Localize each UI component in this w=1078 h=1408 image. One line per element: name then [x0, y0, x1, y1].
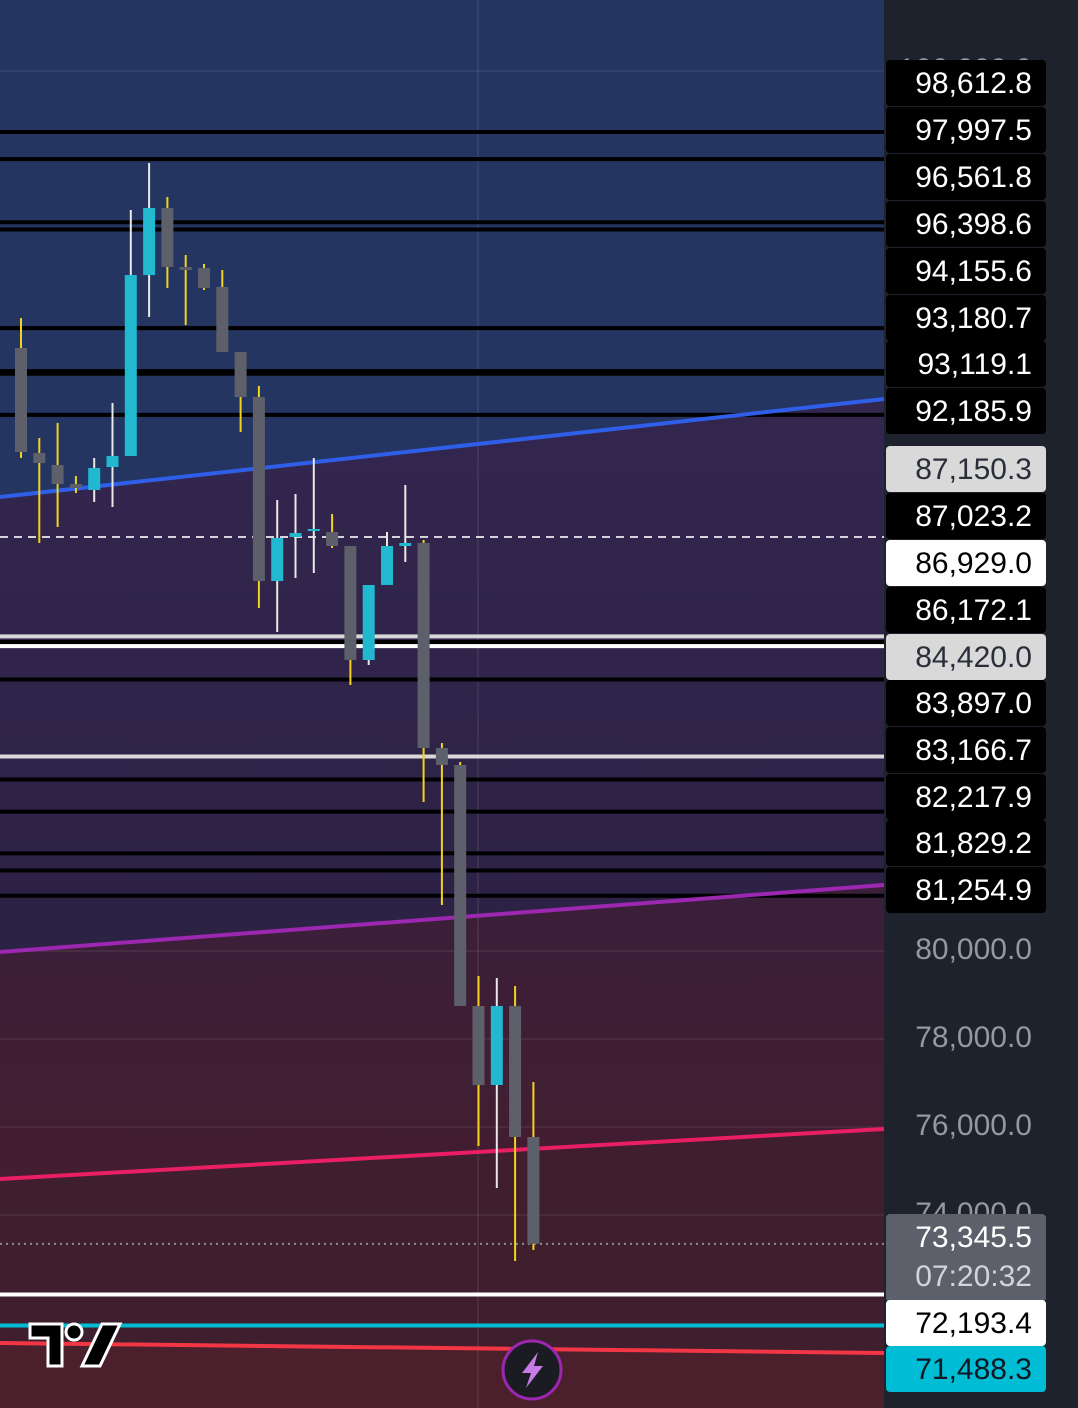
candle-body [454, 764, 467, 1007]
logo-shape [79, 1322, 123, 1368]
candle-body [252, 397, 265, 582]
trend-lines [0, 397, 885, 1355]
price-tag-label: 72,193.4 [915, 1307, 1032, 1340]
price-tag-label: 84,420.0 [915, 641, 1032, 674]
candle-body [271, 537, 284, 582]
candle-body [15, 347, 27, 453]
price-tag-label: 86,929.0 [915, 547, 1032, 580]
candle-body [527, 1137, 540, 1244]
lightning-button[interactable] [501, 1339, 563, 1401]
candle-body [216, 287, 229, 352]
candle-body [344, 545, 357, 660]
price-tag-label: 81,254.9 [915, 874, 1032, 907]
price-tag-label: 94,155.6 [915, 255, 1032, 288]
price-tag [886, 1300, 1046, 1346]
price-tag [886, 727, 1046, 773]
candle-body [490, 1006, 503, 1085]
price-tag-label: 96,398.6 [915, 208, 1032, 241]
price-tag-label: 87,150.3 [915, 453, 1032, 486]
logo [28, 1322, 123, 1368]
price-tag-label: 73,345.5 [915, 1221, 1032, 1254]
price-tag [886, 867, 1046, 913]
countdown: 07:20:32 [915, 1260, 1032, 1293]
candle-body [472, 1006, 485, 1085]
trend-line [0, 883, 885, 954]
price-tag-label: 92,185.9 [915, 395, 1032, 428]
candle-body [289, 533, 302, 538]
price-tag-label: 71,488.3 [915, 1353, 1032, 1386]
price-tag-label: 86,172.1 [915, 594, 1032, 627]
price-tag-label: 97,997.5 [915, 114, 1032, 147]
price-tag-label: 87,023.2 [915, 500, 1032, 533]
trend-line [0, 397, 885, 499]
price-tag [886, 774, 1046, 820]
candle-body [51, 464, 64, 484]
price-tag [886, 587, 1046, 633]
logo-shape [64, 1322, 84, 1342]
candle-body [124, 275, 137, 457]
candle-body [69, 484, 82, 489]
zone-bottom [0, 1343, 884, 1408]
price-tag [886, 201, 1046, 247]
price-tag-label: 83,166.7 [915, 734, 1032, 767]
candle-body [362, 584, 375, 660]
price-tag [886, 295, 1046, 341]
candle-body [106, 456, 119, 468]
logo-shape [28, 1322, 64, 1368]
candle-body [435, 748, 448, 765]
candle-body [381, 545, 393, 585]
candle-body [198, 268, 210, 288]
y-tick-label: 76,000.0 [915, 1109, 1032, 1142]
candle-body [509, 1006, 522, 1138]
candle-body [179, 266, 192, 270]
price-tag-label: 82,217.9 [915, 781, 1032, 814]
button-icon[interactable] [522, 1352, 543, 1388]
price-tag [886, 388, 1046, 434]
price-tag [886, 820, 1046, 866]
zone-low [0, 885, 884, 1179]
price-tag [886, 341, 1046, 387]
price-tag-label: 93,119.1 [917, 348, 1032, 381]
price-tag [886, 248, 1046, 294]
price-tag-label: 81,829.2 [915, 827, 1032, 860]
price-tag [886, 60, 1046, 106]
price-tag-label: 96,561.8 [915, 161, 1032, 194]
candle-body [417, 543, 430, 748]
candle-body [161, 207, 174, 267]
price-tag [886, 154, 1046, 200]
y-tick-label: 80,000.0 [915, 933, 1032, 966]
trend-line [0, 1341, 885, 1355]
y-tick-label: 78,000.0 [915, 1021, 1032, 1054]
price-tag [886, 1346, 1046, 1392]
candle-body [33, 452, 46, 464]
price-tag [886, 634, 1046, 680]
candle-body [307, 529, 320, 532]
price-tag [886, 446, 1046, 492]
price-tag [886, 1214, 1046, 1302]
price-tag [886, 680, 1046, 726]
candles [15, 163, 540, 1261]
grid [0, 70, 884, 1217]
price-tag [886, 493, 1046, 539]
zone-lower [0, 1129, 884, 1353]
price-tag-label: 83,897.0 [915, 687, 1032, 720]
candle-body [399, 543, 412, 546]
price-tag [886, 540, 1046, 586]
trend-line [0, 1127, 885, 1181]
candle-body [88, 467, 101, 490]
candle-body [326, 532, 339, 546]
price-tag-label: 98,612.8 [915, 67, 1032, 100]
price-tags: 98,612.8 97,997.5 96,561.8 96,398.6 94,155.6… [886, 60, 1046, 1392]
candle-body [143, 207, 156, 275]
candle-body [234, 352, 247, 398]
price-tag-label: 93,180.7 [915, 302, 1032, 335]
price-tag [886, 107, 1046, 153]
